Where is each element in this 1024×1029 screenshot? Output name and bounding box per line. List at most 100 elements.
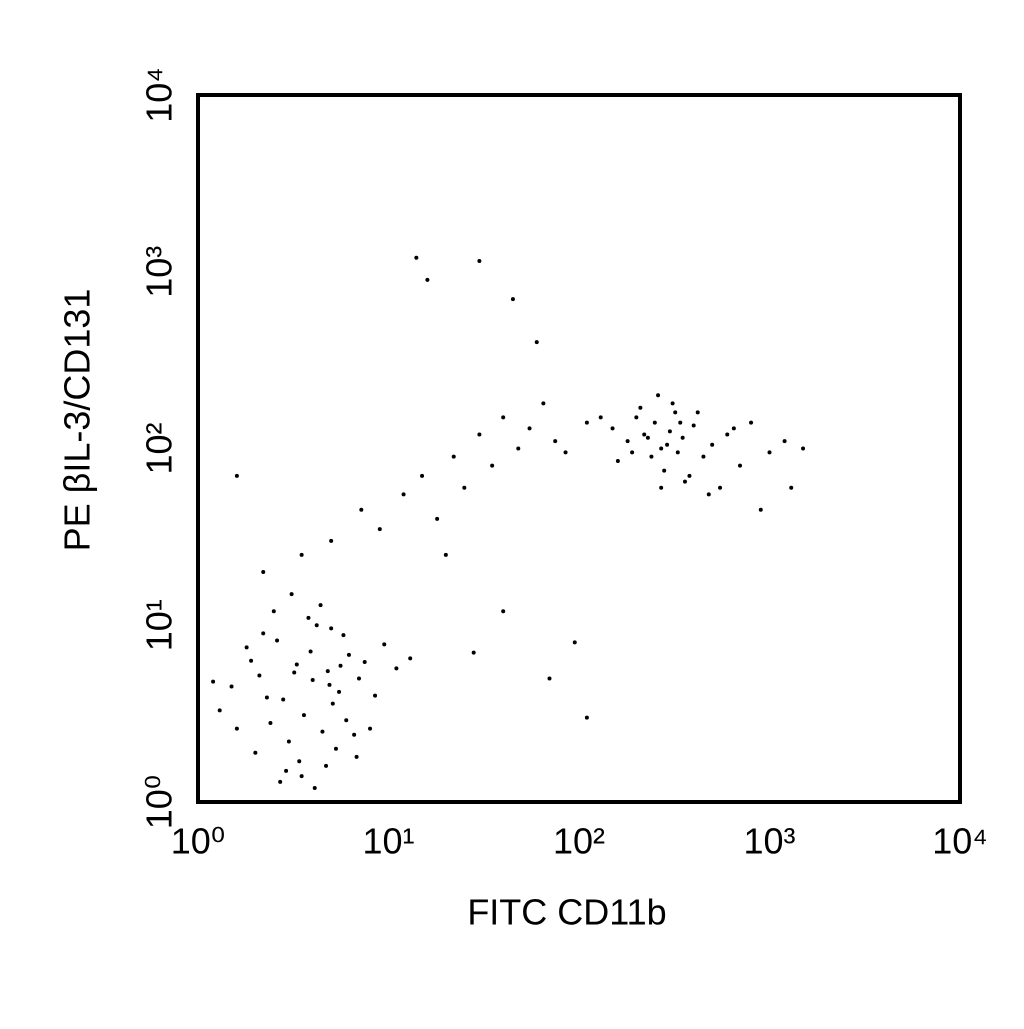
event-dot (261, 570, 266, 575)
event-dot (678, 420, 683, 425)
event-dot (477, 259, 482, 264)
event-dot (244, 645, 249, 650)
event-dot (344, 718, 349, 723)
event-dot (451, 454, 456, 459)
event-dot (541, 401, 546, 406)
event-dot (659, 485, 664, 490)
event-dot (680, 435, 685, 440)
event-dot (665, 442, 670, 447)
event-dot (615, 458, 620, 463)
event-dot (584, 715, 589, 720)
event-dot (314, 623, 319, 628)
event-dot (377, 527, 382, 532)
event-dot (687, 473, 692, 478)
event-dot (706, 492, 711, 497)
event-dot (682, 479, 687, 484)
event-dot (425, 277, 430, 282)
event-dot (312, 786, 317, 791)
event-dot (249, 658, 254, 663)
event-dot (286, 739, 291, 744)
event-dot (801, 446, 806, 451)
event-dot (462, 485, 467, 490)
event-dot (667, 429, 672, 434)
event-dot (490, 463, 495, 468)
event-dot (281, 697, 286, 702)
event-dot (362, 659, 367, 664)
event-dot (329, 626, 334, 631)
event-dot (749, 420, 754, 425)
event-dot (547, 676, 552, 681)
plot-frame (196, 93, 962, 804)
event-dot (584, 420, 589, 425)
event-dot (299, 774, 304, 779)
event-dot (645, 435, 650, 440)
event-dot (598, 415, 603, 420)
event-dot (271, 609, 276, 614)
event-dot (563, 450, 568, 455)
event-dot (527, 426, 532, 431)
event-dot (725, 432, 730, 437)
event-dot (401, 492, 406, 497)
event-dot (634, 415, 639, 420)
event-dot (352, 732, 357, 737)
event-dot (229, 684, 234, 689)
event-dot (758, 507, 763, 512)
event-dot (278, 779, 283, 784)
event-dot (268, 720, 273, 725)
event-dot (394, 666, 399, 671)
event-dot (656, 393, 661, 398)
event-dot (662, 468, 667, 473)
event-dot (294, 662, 299, 667)
y-tick-label: 10² (139, 422, 180, 474)
y-tick-label: 10¹ (139, 599, 180, 651)
event-dot (659, 446, 664, 451)
event-dot (718, 485, 723, 490)
event-dot (234, 473, 239, 478)
event-dot (211, 679, 216, 684)
event-dot (408, 656, 413, 661)
event-dot (710, 442, 715, 447)
event-dot (510, 297, 515, 302)
event-dot (420, 473, 425, 478)
event-dot (553, 439, 558, 444)
event-dot (310, 678, 315, 683)
event-dot (308, 649, 313, 654)
event-dot (292, 670, 297, 675)
y-tick-label: 10³ (139, 246, 180, 298)
event-dot (516, 446, 521, 451)
event-dot (217, 708, 222, 713)
event-dot (234, 726, 239, 731)
event-dot (652, 420, 657, 425)
event-dot (368, 726, 373, 731)
event-dot (501, 415, 506, 420)
event-dot (630, 450, 635, 455)
event-dot (675, 450, 680, 455)
event-dot (359, 507, 364, 512)
y-tick-label: 10⁰ (139, 775, 180, 829)
event-dot (264, 695, 269, 700)
event-dot (257, 673, 262, 678)
event-dot (327, 682, 332, 687)
event-dot (325, 669, 330, 674)
event-dot (691, 423, 696, 428)
event-dot (338, 663, 343, 668)
x-tick-label: 10¹ (362, 821, 414, 862)
event-dot (297, 759, 302, 764)
event-dot (341, 633, 346, 638)
event-dot (324, 763, 329, 768)
x-tick-label: 10² (553, 821, 605, 862)
event-dot (701, 454, 706, 459)
x-axis-label: FITC CD11b (467, 892, 666, 933)
event-dot (435, 516, 440, 521)
event-dot (670, 401, 675, 406)
event-dot (695, 410, 700, 415)
event-dot (373, 693, 378, 698)
event-dot (471, 650, 476, 655)
event-dot (289, 592, 294, 597)
event-dot (301, 713, 306, 718)
event-dot (789, 485, 794, 490)
event-dot (737, 463, 742, 468)
event-dot (330, 701, 335, 706)
